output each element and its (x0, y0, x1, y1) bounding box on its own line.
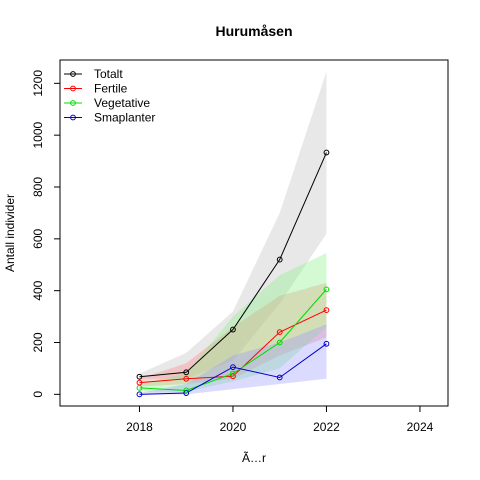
x-tick-label-2022: 2022 (313, 420, 340, 434)
y-tick-label-1200: 1200 (31, 70, 45, 97)
point-vegetative-2021 (276, 339, 283, 346)
y-tick-label-200: 200 (31, 332, 45, 352)
legend-label-totalt: Totalt (94, 67, 123, 81)
point-vegetative-2022 (323, 286, 330, 293)
x-axis: 2018 2020 2022 2024 (126, 405, 434, 434)
y-tick-label-400: 400 (31, 280, 45, 300)
legend-label-fertile: Fertile (94, 82, 128, 96)
x-axis-label: Ã…r (242, 451, 266, 465)
point-totalt-2022 (323, 149, 330, 156)
y-tick-label-800: 800 (31, 177, 45, 197)
point-fertile-2019 (183, 375, 190, 382)
x-tick-label-2024: 2024 (407, 420, 434, 434)
y-axis-label: Antall individer (3, 194, 17, 272)
chart-title: Hurumåsen (215, 23, 292, 39)
series-points (136, 149, 330, 398)
band-totalt (139, 71, 327, 379)
y-axis: 0 200 400 600 800 1000 1200 (31, 70, 61, 398)
y-tick-label-1000: 1000 (31, 121, 45, 148)
point-vegetative-2020 (230, 370, 236, 377)
point-fertile-2020 (230, 373, 236, 380)
legend-marker-totalt (70, 71, 76, 77)
point-smaplanter-2022 (323, 340, 330, 347)
x-tick-label-2018: 2018 (126, 420, 153, 434)
point-smaplanter-2018 (136, 391, 143, 398)
point-totalt-2021 (276, 256, 283, 263)
y-tick-label-0: 0 (31, 391, 45, 398)
point-vegetative-2018 (136, 384, 143, 391)
band-fertile (139, 282, 327, 387)
legend-marker-vegetative (70, 100, 76, 106)
point-fertile-2021 (276, 329, 283, 336)
band-smaplanter (139, 324, 327, 395)
confidence-bands (139, 71, 327, 395)
point-totalt-2018 (136, 373, 143, 380)
x-tick-label-2020: 2020 (220, 420, 247, 434)
legend-marker-fertile (70, 85, 76, 92)
line-smaplanter (139, 343, 327, 395)
y-tick-label-600: 600 (31, 228, 45, 248)
point-smaplanter-2020 (230, 364, 236, 371)
point-fertile-2022 (323, 307, 330, 314)
point-totalt-2020 (230, 326, 236, 333)
series-lines (139, 152, 327, 395)
point-smaplanter-2019 (183, 390, 190, 396)
legend-label-vegetative: Vegetative (94, 96, 150, 110)
line-totalt (139, 152, 327, 378)
point-totalt-2019 (183, 369, 190, 376)
band-vegetative (139, 253, 327, 392)
legend-marker-smaplanter (70, 114, 76, 121)
legend-label-smaplanter: Smaplanter (94, 111, 155, 125)
point-smaplanter-2021 (276, 374, 283, 381)
point-vegetative-2019 (183, 387, 190, 394)
